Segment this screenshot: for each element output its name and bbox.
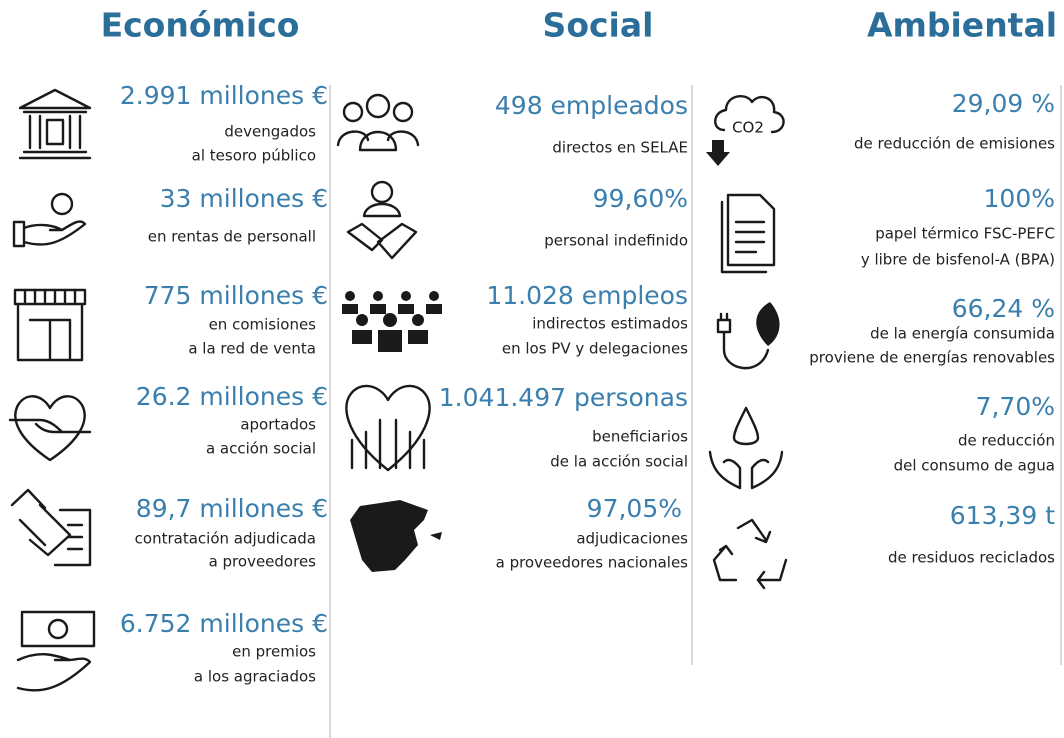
spain-map-icon	[350, 500, 442, 572]
people-icon	[336, 93, 420, 152]
document-icon	[720, 193, 776, 274]
stat-value: 7,70%	[976, 392, 1055, 421]
stat-description: proviene de energías renovables	[809, 349, 1055, 367]
bank-icon	[18, 88, 92, 160]
stat-value: 498 empleados	[495, 91, 688, 120]
stat-value: 1.041.497 personas	[439, 383, 688, 412]
hand-coin-icon	[12, 192, 87, 248]
heart-raised-hands-icon	[345, 384, 431, 472]
svg-text:CO2: CO2	[732, 119, 764, 137]
recycle-icon	[712, 518, 788, 590]
stat-description: contratación adjudicada	[135, 530, 316, 548]
stat-description: directos en SELAE	[552, 139, 688, 157]
handshake-icon	[10, 488, 92, 567]
stat-description: beneficiarios	[592, 428, 688, 446]
stat-description: de reducción	[958, 432, 1055, 450]
stat-value: 89,7 millones €	[136, 494, 328, 523]
stat-description: adjudicaciones	[576, 530, 688, 548]
stat-value: 29,09 %	[952, 89, 1055, 118]
co2-icon: CO2	[706, 94, 785, 166]
stat-description: a proveedores nacionales	[496, 554, 689, 572]
stat-value: 26.2 millones €	[136, 382, 328, 411]
stat-description: al tesoro público	[192, 147, 316, 165]
stat-description: personal indefinido	[544, 232, 688, 250]
stat-value: 97,05%	[587, 494, 682, 523]
column-title: Social	[543, 6, 654, 45]
handshake-person-icon	[346, 180, 418, 260]
column-title: Ambiental	[867, 6, 1057, 45]
stat-description: del consumo de agua	[894, 457, 1055, 475]
stat-value: 33 millones €	[160, 184, 328, 213]
stat-description: de la acción social	[550, 453, 688, 471]
shop-icon	[13, 288, 87, 362]
stat-description: a la red de venta	[188, 340, 316, 358]
stat-value: 613,39 t	[950, 501, 1055, 530]
heart-hands-icon	[8, 395, 92, 462]
stat-description: en comisiones	[209, 316, 317, 334]
stat-description: en premios	[232, 643, 316, 661]
stat-value: 6.752 millones €	[120, 609, 328, 638]
water-hands-icon	[708, 406, 784, 490]
stat-description: y libre de bisfenol-A (BPA)	[861, 251, 1055, 269]
stat-value: 2.991 millones €	[120, 81, 328, 110]
stat-description: devengados	[224, 123, 316, 141]
stat-description: aportados	[240, 416, 316, 434]
column-title: Económico	[101, 6, 300, 45]
plug-leaf-icon	[716, 302, 780, 370]
stat-description: de reducción de emisiones	[854, 135, 1055, 153]
stat-description: a proveedores	[209, 553, 317, 571]
stat-description: en rentas de personall	[148, 228, 316, 246]
stat-description: a acción social	[206, 440, 316, 458]
stat-value: 99,60%	[593, 184, 688, 213]
stat-value: 11.028 empleos	[486, 281, 688, 310]
stat-description: a los agraciados	[194, 668, 316, 686]
icons: CO2	[8, 88, 788, 692]
stat-value: 66,24 %	[952, 294, 1055, 323]
stat-description: en los PV y delegaciones	[502, 340, 688, 358]
stat-value: 775 millones €	[144, 281, 328, 310]
stat-description: papel térmico FSC-PEFC	[875, 225, 1055, 243]
cash-icon	[16, 610, 96, 692]
stat-description: de la energía consumida	[870, 325, 1055, 343]
workers-icon	[342, 291, 442, 352]
stat-value: 100%	[984, 184, 1055, 213]
stat-description: de residuos reciclados	[888, 549, 1055, 567]
stat-description: indirectos estimados	[532, 315, 688, 333]
